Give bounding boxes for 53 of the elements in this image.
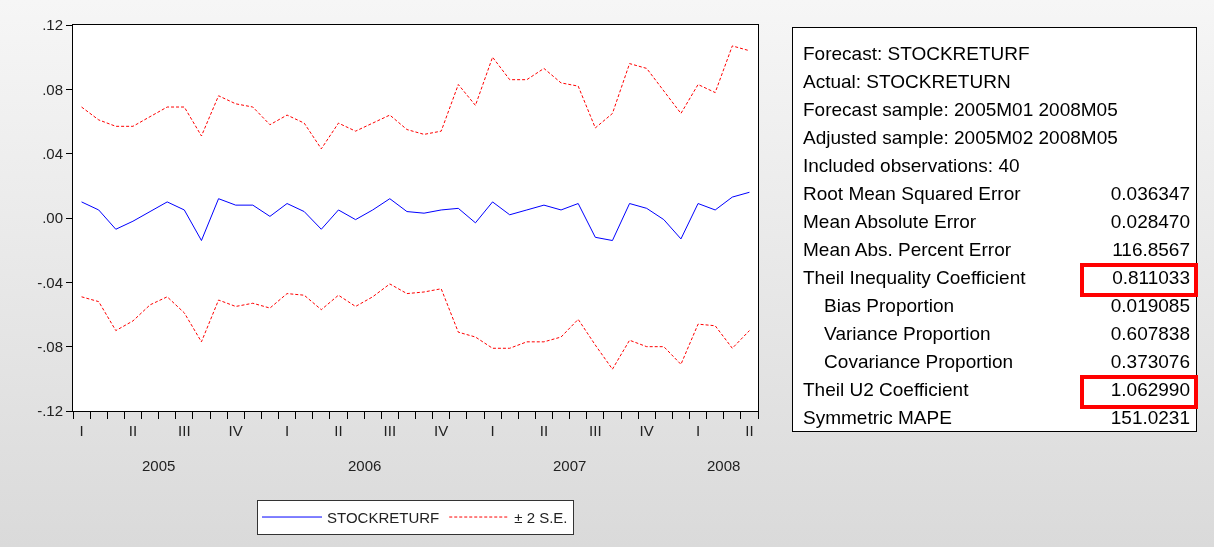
line-series xyxy=(81,45,750,150)
x-tick-label: I xyxy=(79,422,84,439)
category-label: Mean Abs. Percent Error xyxy=(803,239,1012,260)
y-tick-label: .08 xyxy=(42,80,63,98)
text: 151.0231 xyxy=(1110,407,1190,428)
text: 1.062990 xyxy=(1110,379,1190,400)
legend-label: ± 2 S.E. xyxy=(514,508,568,526)
text: 2005 xyxy=(142,457,176,474)
category-label: Bias Proportion xyxy=(823,295,955,316)
x-tick-label: II xyxy=(539,422,549,439)
legend-label: STOCKRETURF xyxy=(327,508,440,526)
y-tick-label: .00 xyxy=(42,209,63,227)
category-label: Included observations: 40 xyxy=(803,155,1020,176)
line-series xyxy=(81,283,750,370)
text: 0.373076 xyxy=(1110,351,1190,372)
x-tick-label: II xyxy=(334,422,343,439)
x-tick-label: IV xyxy=(228,422,243,439)
x-tick-label: IV xyxy=(434,422,449,439)
text: 0.036347 xyxy=(1110,183,1190,204)
category-label: Root Mean Squared Error xyxy=(803,183,1021,204)
category-label: Forecast: STOCKRETURF xyxy=(803,43,1030,64)
x-tick-label: I xyxy=(284,422,290,439)
x-tick-label: III xyxy=(589,422,602,439)
text: 116.8567 xyxy=(1112,239,1190,260)
category-label: Forecast sample: 2005M01 2008M05 xyxy=(803,99,1118,120)
x-tick-label: II xyxy=(128,422,138,439)
text: 0.607838 xyxy=(1110,323,1190,344)
x-tick-label: III xyxy=(383,422,397,439)
y-tick-label: -.12 xyxy=(37,402,63,420)
text: 0.019085 xyxy=(1110,295,1190,316)
text: 2008 xyxy=(707,457,741,474)
y-tick-label: .04 xyxy=(42,144,63,162)
y-tick-label: -.04 xyxy=(37,273,63,291)
category-label: Variance Proportion xyxy=(823,323,991,344)
x-tick-label: I xyxy=(490,422,495,439)
y-tick-label: -.08 xyxy=(37,337,63,355)
category-label: Theil U2 Coefficient xyxy=(803,379,969,400)
category-label: Adjusted sample: 2005M02 2008M05 xyxy=(803,127,1118,148)
category-label: Theil Inequality Coefficient xyxy=(803,267,1026,288)
y-tick-label: .12 xyxy=(42,16,63,34)
category-label: Covariance Proportion xyxy=(823,351,1014,372)
category-label: Symmetric MAPE xyxy=(803,407,952,428)
x-tick-label: I xyxy=(695,422,701,439)
category-label: Actual: STOCKRETURN xyxy=(803,71,1011,92)
text: 2007 xyxy=(553,457,587,474)
text: 0.811033 xyxy=(1112,267,1190,288)
x-tick-label: III xyxy=(178,422,191,439)
category-label: Mean Absolute Error xyxy=(803,211,977,232)
x-tick-label: II xyxy=(745,422,754,439)
x-tick-label: IV xyxy=(639,422,654,439)
line-series xyxy=(81,191,750,242)
text: 0.028470 xyxy=(1110,211,1190,232)
text: 2006 xyxy=(348,457,382,474)
